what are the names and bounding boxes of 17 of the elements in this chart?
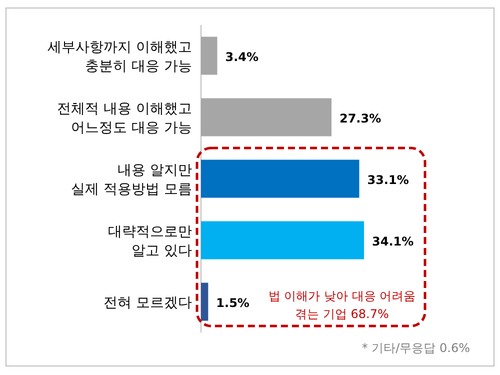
y-tick-label: 대략적으로만 알고 있다: [108, 224, 192, 259]
data-label: 34.1%: [372, 234, 414, 248]
text: * 기타/무응답 0.6%: [362, 341, 470, 355]
y-tick-label: 내용 알지만 실제 적용방법 모름: [71, 162, 192, 198]
y-tick-label: 전혀 모르겠다: [104, 294, 192, 311]
data-label: 27.3%: [339, 111, 382, 126]
y-tick-label: 전체적 내용 이해했고 어느정도 대응 가능: [57, 100, 192, 136]
annotation: 법 이해가 낮아 대응 어려움 겪는 기업 68.7%: [268, 289, 416, 321]
bar: [201, 98, 332, 136]
bar: [201, 221, 364, 260]
bar: [201, 282, 208, 321]
data-label: 3.4%: [225, 50, 259, 64]
data-label: 1.5%: [216, 296, 250, 310]
data-label: 33.1%: [367, 172, 409, 187]
y-tick-label: 세부사항까지 이해했고 충분히 대응 가능: [48, 39, 192, 74]
bar: [201, 36, 218, 75]
bar: [201, 160, 360, 198]
